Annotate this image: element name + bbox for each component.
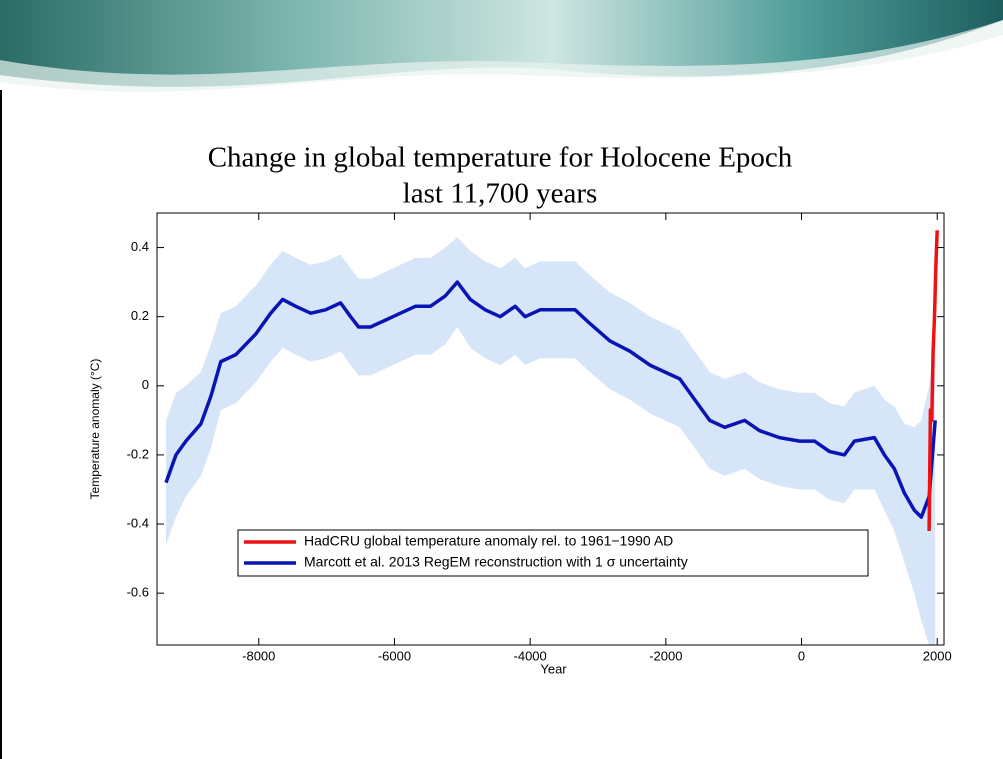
x-axis-label: Year (540, 661, 567, 676)
uncertainty-band (166, 237, 936, 645)
x-tick-label: 2000 (923, 648, 952, 663)
x-tick-label: -4000 (514, 648, 547, 663)
chart: -8000 -6000 -4000 -2000 0 2000 -0.6 -0.4 -0.2 0 0.… (88, 212, 952, 676)
x-tick-label: -6000 (378, 648, 411, 663)
slide-title: last 11,700 years (403, 178, 598, 210)
slide-title: Change in global temperature for Holocen… (208, 142, 793, 174)
x-tick-label: 0 (798, 648, 805, 663)
y-axis-label: Temperature anomaly (°C) (88, 359, 102, 500)
plot-frame (156, 212, 945, 646)
legend-box (237, 529, 869, 577)
y-tick-label: -0.4 (127, 515, 149, 530)
y-tick-label: -0.6 (127, 585, 149, 600)
y-tick-label: 0 (142, 377, 149, 392)
y-tick-label: 0.2 (131, 308, 149, 323)
y-tick-label: -0.2 (127, 446, 149, 461)
data-line (927, 230, 939, 532)
legend-label: Marcott et al. 2013 RegEM reconstruction… (304, 554, 688, 570)
x-tick-label: -2000 (649, 648, 682, 663)
x-tick-label: -8000 (242, 648, 275, 663)
data-line (164, 280, 937, 519)
y-tick-label: 0.4 (131, 239, 149, 254)
plot-clip (164, 230, 939, 645)
legend-label: HadCRU global temperature anomaly rel. t… (304, 533, 673, 549)
header-highlight (0, 20, 1003, 92)
